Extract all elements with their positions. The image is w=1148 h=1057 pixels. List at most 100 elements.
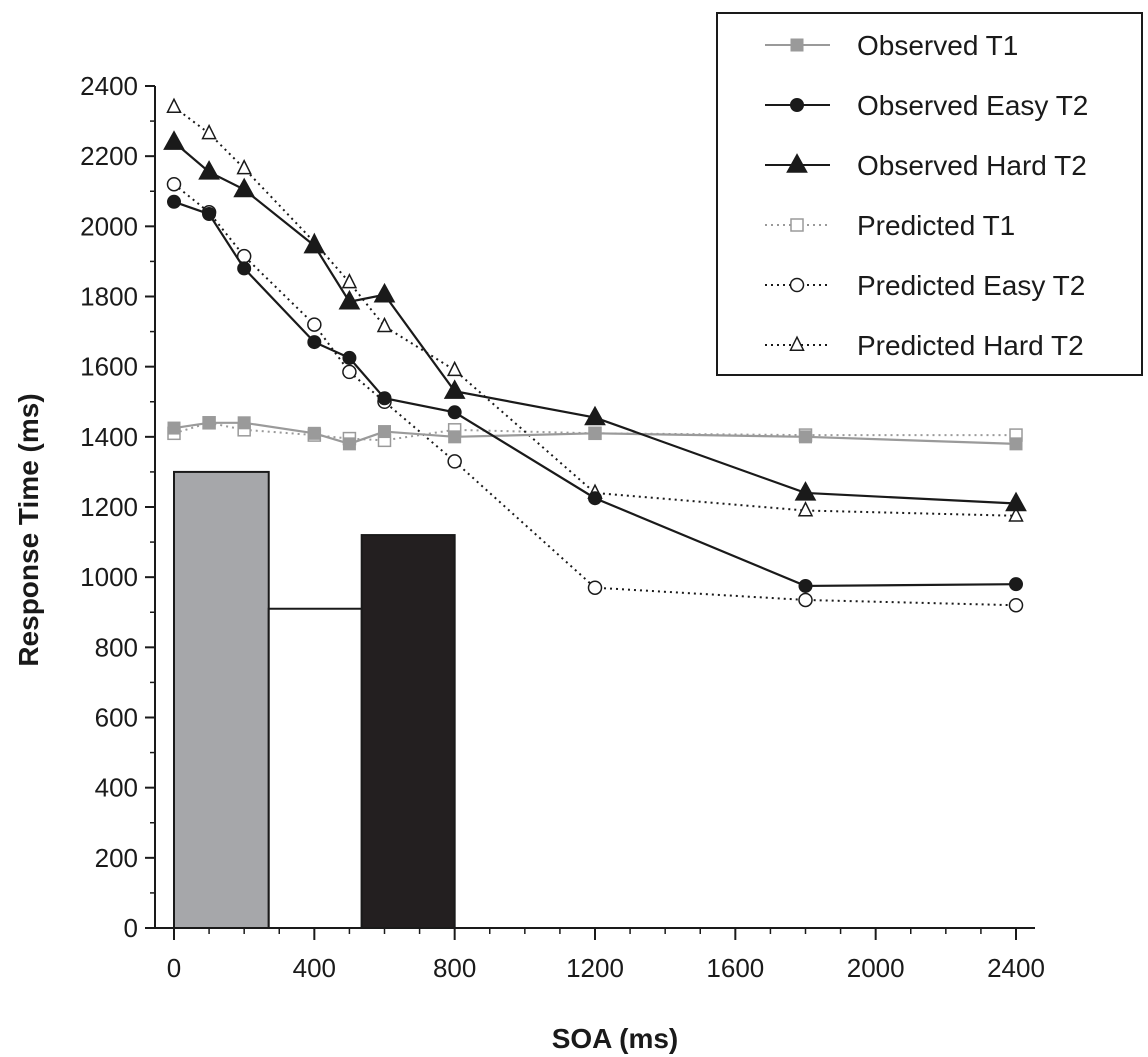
- data-point: [443, 379, 466, 399]
- legend-marker: [789, 277, 805, 293]
- x-tick-label: 1200: [566, 953, 624, 983]
- legend-label: Observed T1: [857, 30, 1018, 61]
- bar-1: [173, 470, 270, 929]
- x-tick-label: 400: [293, 953, 336, 983]
- bars-layer: [173, 470, 456, 929]
- y-tick-label: 400: [95, 773, 138, 803]
- data-point: [373, 282, 396, 303]
- legend-marker: [790, 38, 804, 52]
- data-point: [342, 437, 356, 451]
- data-point: [167, 194, 181, 209]
- series-1: [167, 416, 1023, 451]
- legend-label: Observed Easy T2: [857, 90, 1088, 121]
- data-point: [167, 421, 181, 435]
- data-point: [202, 207, 217, 222]
- legend-item-3: Observed Hard T2: [765, 150, 1087, 181]
- y-tick-label: 1800: [80, 282, 138, 312]
- x-axis-title: SOA (ms): [552, 1023, 679, 1054]
- legend-label: Predicted Easy T2: [857, 270, 1085, 301]
- legend-marker: [790, 98, 804, 112]
- data-point: [587, 580, 603, 595]
- data-point: [584, 405, 606, 426]
- data-point: [1005, 491, 1027, 512]
- data-point: [797, 501, 814, 517]
- y-tick-label: 1400: [80, 422, 138, 452]
- data-point: [338, 289, 361, 310]
- legend-marker: [789, 335, 805, 351]
- data-point: [377, 391, 392, 406]
- data-point: [307, 317, 322, 332]
- series-line: [173, 200, 1017, 588]
- legend-label: Observed Hard T2: [857, 150, 1087, 181]
- bar-2: [267, 607, 363, 929]
- legend-box: [716, 12, 1143, 376]
- ticks: 0 200 400 600 800 1000 1200 1400 1600 1800 2000 220…: [80, 71, 1045, 983]
- legend-item-6: Predicted Hard T2: [765, 330, 1084, 361]
- data-point: [376, 316, 393, 333]
- data-point: [341, 272, 358, 289]
- data-point: [446, 360, 463, 377]
- legend-item-4: Predicted T1: [765, 210, 1015, 241]
- y-tick-label: 1000: [80, 562, 138, 592]
- data-point: [237, 416, 251, 430]
- data-point: [303, 233, 326, 254]
- x-tick-label: 1600: [706, 953, 764, 983]
- y-tick-label: 600: [95, 703, 138, 733]
- legend-marker: [790, 218, 804, 232]
- legend: Observed T1 Observed Easy T2 Observed Hard…: [716, 12, 1143, 376]
- x-tick-label: 0: [167, 953, 181, 983]
- data-point: [198, 160, 220, 180]
- data-point: [447, 405, 462, 420]
- series-line: [173, 106, 1017, 517]
- data-point: [378, 425, 391, 439]
- x-tick-label: 2400: [987, 953, 1045, 983]
- bar-3: [360, 534, 456, 929]
- data-point: [342, 364, 357, 380]
- data-point: [307, 335, 322, 350]
- data-point: [448, 430, 462, 444]
- legend-label: Predicted Hard T2: [857, 330, 1084, 361]
- y-tick-label: 200: [95, 843, 138, 873]
- data-point: [798, 592, 813, 608]
- data-point: [201, 123, 217, 140]
- y-tick-label: 2200: [80, 141, 138, 171]
- x-tick-label: 800: [433, 953, 476, 983]
- data-point: [588, 426, 602, 440]
- series-line: [173, 421, 1017, 446]
- data-point: [202, 416, 216, 430]
- data-point: [166, 97, 182, 113]
- data-point: [307, 426, 321, 440]
- y-tick-label: 1600: [80, 352, 138, 382]
- legend-item-2: Observed Easy T2: [765, 90, 1088, 121]
- data-point: [233, 177, 256, 198]
- y-tick-label: 2000: [80, 211, 138, 241]
- legend-item-1: Observed T1: [765, 30, 1018, 61]
- legend-label: Predicted T1: [857, 210, 1015, 241]
- data-point: [163, 130, 185, 150]
- data-point: [799, 430, 812, 444]
- series-line: [173, 183, 1017, 607]
- data-point: [447, 454, 462, 469]
- legend-item-5: Predicted Easy T2: [765, 270, 1085, 301]
- data-point: [588, 491, 602, 506]
- y-tick-label: 2400: [80, 71, 138, 101]
- data-point: [798, 578, 813, 593]
- data-point: [237, 261, 252, 276]
- data-point: [166, 176, 182, 192]
- y-tick-label: 1200: [80, 492, 138, 522]
- data-point: [1009, 577, 1023, 592]
- y-axis-title: Response Time (ms): [13, 393, 44, 666]
- series-3: [163, 130, 1027, 512]
- y-tick-label: 800: [95, 632, 138, 662]
- x-tick-label: 2000: [847, 953, 905, 983]
- series-line: [173, 141, 1017, 505]
- data-point: [1008, 597, 1024, 613]
- series-layer: [163, 97, 1027, 613]
- y-tick-label: 0: [124, 913, 138, 943]
- data-point: [794, 481, 817, 501]
- series-2: [167, 194, 1023, 593]
- legend-marker: [786, 153, 808, 173]
- data-point: [236, 158, 252, 175]
- data-point: [1009, 437, 1023, 451]
